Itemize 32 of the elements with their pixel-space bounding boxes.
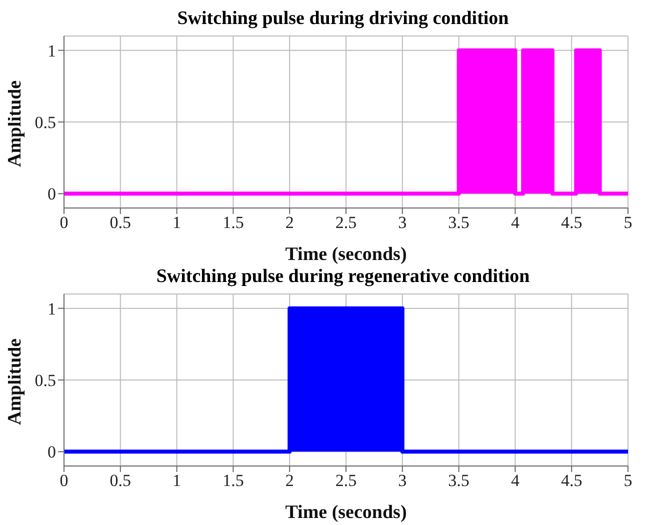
x-tick-label: 4.5 xyxy=(560,213,582,232)
y-tick-label: 0 xyxy=(48,184,56,204)
x-tick-label: 4.5 xyxy=(560,471,582,490)
y-tick-label: 0.5 xyxy=(34,371,56,390)
y-tick-label: 0.5 xyxy=(34,113,56,132)
x-tick-label: 0 xyxy=(60,471,68,490)
x-tick-label: 2.5 xyxy=(335,471,357,490)
chart-title: Switching pulse during driving condition xyxy=(176,8,510,31)
x-tick-label: 0.5 xyxy=(110,213,132,232)
x-tick-label: 5 xyxy=(624,213,632,232)
x-tick-label: 3 xyxy=(398,471,407,490)
y-tick-label: 0 xyxy=(48,442,56,462)
x-tick-label: 1 xyxy=(172,471,182,490)
y-tick-label: 1 xyxy=(48,41,56,60)
x-tick-label: 2.5 xyxy=(335,213,357,232)
y-tick-label: 1 xyxy=(48,299,56,318)
x-tick-label: 2 xyxy=(285,471,294,490)
x-tick-label: 2 xyxy=(285,213,294,232)
x-tick-label: 1.5 xyxy=(222,213,244,232)
x-tick-label: 3.5 xyxy=(448,471,470,490)
x-axis-title: Time (seconds) xyxy=(285,502,407,523)
x-tick-label: 1 xyxy=(172,213,182,232)
x-tick-label: 4 xyxy=(510,213,520,232)
x-tick-label: 0.5 xyxy=(110,471,132,490)
x-axis-title: Time (seconds) xyxy=(285,244,407,265)
x-tick-label: 3.5 xyxy=(448,213,470,232)
x-tick-label: 4 xyxy=(510,471,520,490)
x-tick-label: 1.5 xyxy=(222,471,244,490)
x-tick-label: 3 xyxy=(398,213,407,232)
x-tick-label: 0 xyxy=(60,213,68,232)
x-tick-label: 5 xyxy=(624,471,632,490)
chart-title: Switching pulse during regenerative condition xyxy=(155,266,531,289)
